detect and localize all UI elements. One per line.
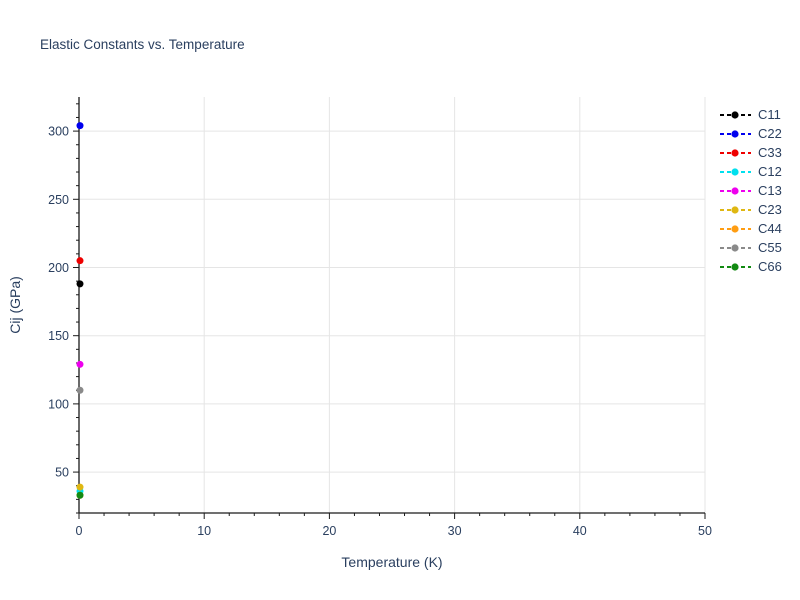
legend-item-C55[interactable]: C55: [719, 238, 782, 257]
legend-marker-C11: [720, 110, 751, 119]
x-tick-label: 30: [448, 524, 462, 538]
legend-marker-C13: [720, 186, 751, 195]
y-tick-label: 300: [48, 125, 69, 139]
legend-label-C33: C33: [758, 145, 782, 160]
data-point-C55[interactable]: [76, 386, 84, 394]
data-point-C33[interactable]: [76, 257, 84, 265]
y-axis-title: Cij (GPa): [7, 276, 23, 334]
y-tick-label: 100: [48, 397, 69, 411]
x-axis-title: Temperature (K): [341, 554, 442, 570]
x-tick-label: 40: [573, 524, 587, 538]
x-tick-label: 50: [698, 524, 712, 538]
legend-marker-C12: [720, 167, 751, 176]
legend-item-C22[interactable]: C22: [719, 124, 782, 143]
legend-marker-C66: [720, 262, 751, 271]
legend-label-C11: C11: [758, 107, 781, 122]
legend-marker-C55: [720, 243, 751, 252]
legend-marker-C22: [720, 129, 751, 138]
legend-item-C12[interactable]: C12: [719, 162, 782, 181]
legend-marker-C44: [720, 224, 751, 233]
y-tick-label: 50: [55, 466, 69, 480]
legend-marker-C33: [720, 148, 751, 157]
legend-label-C66: C66: [758, 259, 782, 274]
legend-label-C12: C12: [758, 164, 782, 179]
y-tick-label: 250: [48, 193, 69, 207]
chart-title: Elastic Constants vs. Temperature: [40, 37, 245, 52]
legend-item-C13[interactable]: C13: [719, 181, 782, 200]
legend-label-C22: C22: [758, 126, 782, 141]
data-point-C11[interactable]: [76, 280, 84, 288]
legend-label-C23: C23: [758, 202, 782, 217]
x-tick-label: 10: [197, 524, 211, 538]
legend-label-C13: C13: [758, 183, 782, 198]
legend-label-C55: C55: [758, 240, 782, 255]
data-point-C66[interactable]: [76, 491, 84, 499]
data-point-C13[interactable]: [76, 360, 84, 368]
x-tick-label: 0: [76, 524, 83, 538]
data-point-C22[interactable]: [76, 122, 84, 130]
legend-item-C11[interactable]: C11: [719, 105, 782, 124]
legend-marker-C23: [720, 205, 751, 214]
legend-item-C66[interactable]: C66: [719, 257, 782, 276]
data-point-C23[interactable]: [76, 483, 84, 491]
x-tick-label: 20: [322, 524, 336, 538]
y-tick-label: 150: [48, 329, 69, 343]
legend: C11 C22 C33 C12 C13 C23 C44 C55 C66: [719, 105, 782, 276]
legend-item-C33[interactable]: C33: [719, 143, 782, 162]
legend-item-C44[interactable]: C44: [719, 219, 782, 238]
legend-label-C44: C44: [758, 221, 782, 236]
legend-item-C23[interactable]: C23: [719, 200, 782, 219]
y-tick-label: 200: [48, 261, 69, 275]
